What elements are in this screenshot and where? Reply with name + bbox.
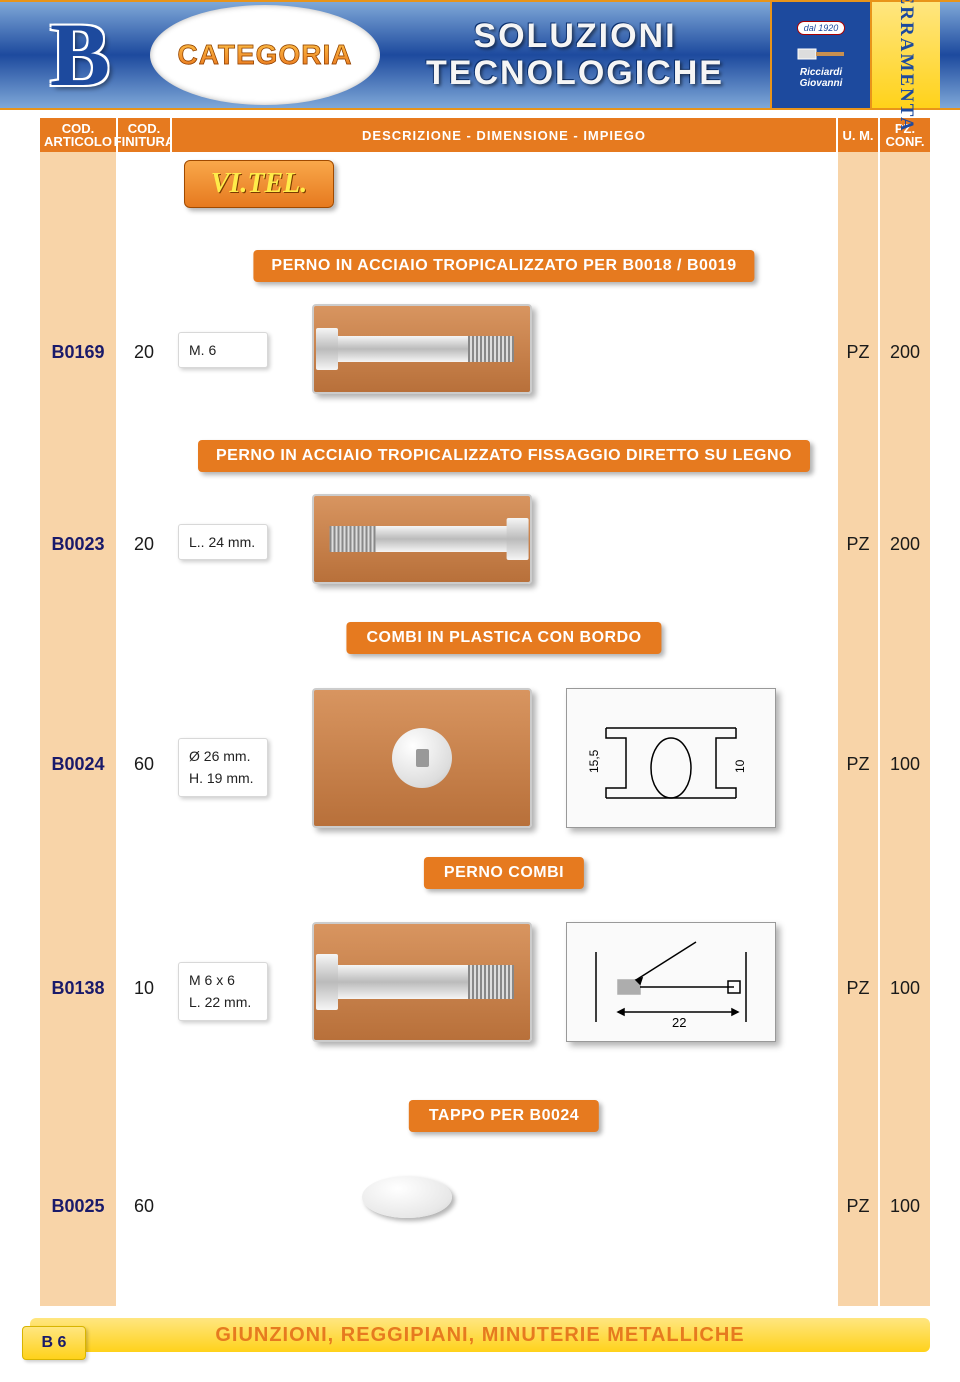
title-line-1: SOLUZIONI <box>473 17 676 55</box>
cell-fin-0: 20 <box>118 342 170 363</box>
section-bar-3: COMBI IN PLASTICA CON BORDO <box>346 622 661 654</box>
tech-drawing-1: 15,5 10 <box>566 688 776 828</box>
col-descrizione: VI.TEL. PERNO IN ACCIAIO TROPICALIZZATO … <box>172 152 838 1306</box>
col-finitura: 20 20 60 10 60 <box>118 152 172 1306</box>
cell-art-2: B0024 <box>40 754 116 775</box>
category-letter: B <box>20 10 140 100</box>
category-label: CATEGORIA <box>178 39 353 71</box>
drawing-perno-icon: 22 <box>576 932 766 1032</box>
cell-fin-4: 60 <box>118 1196 170 1217</box>
cell-pz-2: 100 <box>880 754 930 775</box>
cell-art-0: B0169 <box>40 342 116 363</box>
section-bar-2: PERNO IN ACCIAIO TROPICALIZZATO FISSAGGI… <box>198 440 810 472</box>
brand-badge: VI.TEL. <box>184 160 334 208</box>
cell-art-3: B0138 <box>40 978 116 999</box>
since-ribbon: dal 1920 <box>797 21 846 35</box>
brand-name-2: Giovanni <box>800 78 843 89</box>
table-body: B0169 B0023 B0024 B0138 B0025 20 20 60 10 60 VI.… <box>40 152 930 1306</box>
cell-fin-2: 60 <box>118 754 170 775</box>
col-header-articolo: COD.ARTICOLO <box>40 118 118 152</box>
hammer-icon <box>796 39 846 67</box>
footer-title: GIUNZIONI, REGGIPIANI, MINUTERIE METALLI… <box>30 1324 930 1347</box>
dim-label-a: 15,5 <box>587 749 601 773</box>
category-oval: CATEGORIA <box>150 5 380 105</box>
col-header-finitura: COD.FINITURA <box>118 118 172 152</box>
brand-name-1: Ricciardi <box>800 67 842 78</box>
cell-art-1: B0023 <box>40 534 116 555</box>
tech-drawing-2: 22 <box>566 922 776 1042</box>
top-banner: B CATEGORIA SOLUZIONI TECNOLOGICHE dal 1… <box>0 0 960 110</box>
product-photo-1 <box>312 304 532 394</box>
column-header-row: COD.ARTICOLO COD.FINITURA DESCRIZIONE - … <box>40 118 930 152</box>
side-label: FERRAMENTA <box>870 2 940 108</box>
drawing-combi-icon: 15,5 10 <box>576 698 766 818</box>
product-photo-2 <box>312 494 532 584</box>
spec-badge-3: Ø 26 mm.H. 19 mm. <box>178 738 268 797</box>
col-pz: 200 200 100 100 100 <box>880 152 930 1306</box>
col-header-um: U. M. <box>838 118 880 152</box>
section-bar-5: TAPPO PER B0024 <box>409 1100 599 1132</box>
product-photo-5 <box>362 1176 452 1218</box>
product-photo-4 <box>312 922 532 1042</box>
spec-badge-1: M. 6 <box>178 332 268 368</box>
cell-pz-3: 100 <box>880 978 930 999</box>
cell-um-3: PZ <box>838 978 878 999</box>
cell-art-4: B0025 <box>40 1196 116 1217</box>
spec-badge-4: M 6 x 6L. 22 mm. <box>178 962 268 1021</box>
cell-fin-1: 20 <box>118 534 170 555</box>
dim-label-22: 22 <box>672 1015 686 1030</box>
cell-um-0: PZ <box>838 342 878 363</box>
col-um: PZ PZ PZ PZ PZ <box>838 152 880 1306</box>
title-line-2: TECNOLOGICHE <box>426 54 724 92</box>
dim-label-b: 10 <box>733 759 747 773</box>
section-bar-1: PERNO IN ACCIAIO TROPICALIZZATO PER B001… <box>253 250 754 282</box>
banner-title: SOLUZIONI TECNOLOGICHE <box>380 18 770 93</box>
bottom-bar: GIUNZIONI, REGGIPIANI, MINUTERIE METALLI… <box>30 1318 930 1352</box>
cell-pz-4: 100 <box>880 1196 930 1217</box>
cell-pz-0: 200 <box>880 342 930 363</box>
spec-badge-2: L.. 24 mm. <box>178 524 268 560</box>
cell-fin-3: 10 <box>118 978 170 999</box>
cell-um-2: PZ <box>838 754 878 775</box>
col-header-descrizione: DESCRIZIONE - DIMENSIONE - IMPIEGO <box>172 118 838 152</box>
col-articolo: B0169 B0023 B0024 B0138 B0025 <box>40 152 118 1306</box>
cell-pz-1: 200 <box>880 534 930 555</box>
banner-right: dal 1920 Ricciardi Giovanni FERRAMENTA <box>770 2 960 108</box>
cell-um-1: PZ <box>838 534 878 555</box>
page-number-tab: B 6 <box>22 1326 86 1360</box>
product-photo-3 <box>312 688 532 828</box>
cell-um-4: PZ <box>838 1196 878 1217</box>
brand-logo: dal 1920 Ricciardi Giovanni <box>770 2 870 108</box>
section-bar-4: PERNO COMBI <box>424 857 584 889</box>
